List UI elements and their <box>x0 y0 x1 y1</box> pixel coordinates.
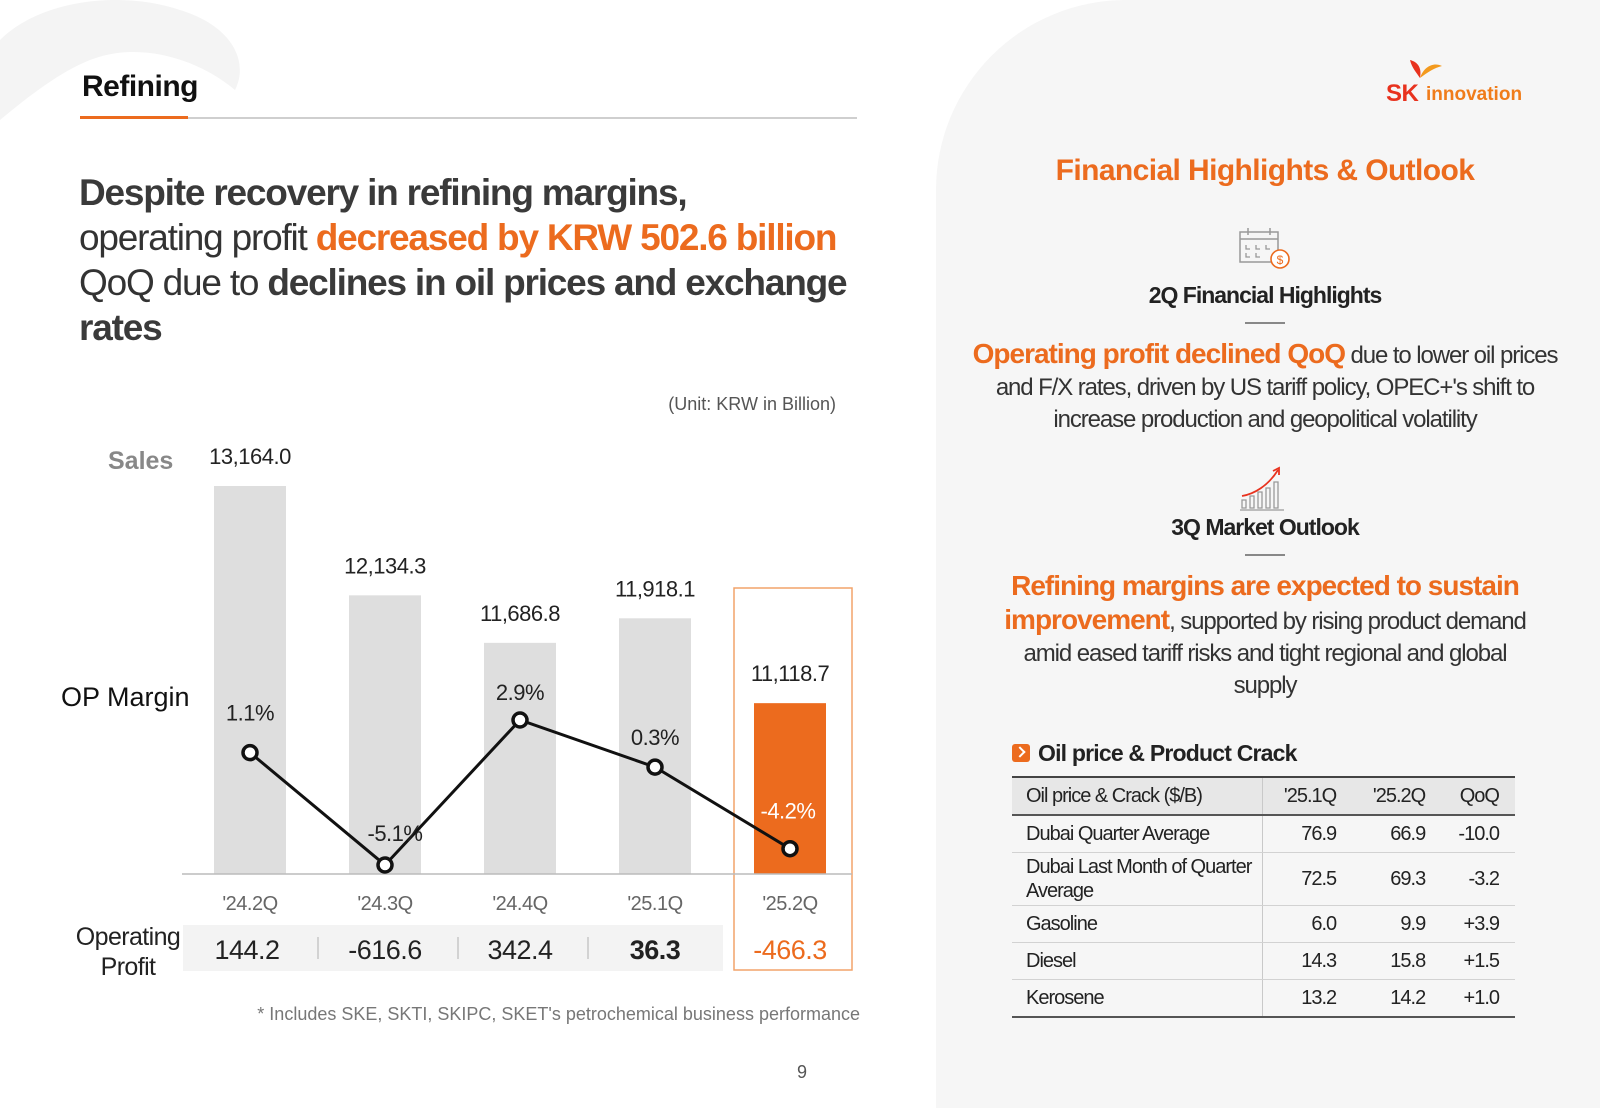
table-cell: -10.0 <box>1441 815 1515 853</box>
headline-part: QoQ due to <box>79 262 268 303</box>
sales-value-label: 13,164.0 <box>209 444 291 469</box>
logo-sk: SK <box>1386 80 1419 107</box>
table-cell: +3.9 <box>1441 905 1515 943</box>
outlook-text: Refining margins are expected to sustain… <box>995 570 1535 702</box>
op-margin-point <box>781 839 799 858</box>
table-cell: 72.5 <box>1262 852 1353 906</box>
logo-innovation: innovation <box>1426 84 1523 105</box>
right-panel-title: Financial Highlights & Outlook <box>1055 154 1475 187</box>
sales-value-label: 12,134.3 <box>344 553 426 578</box>
headline: Despite recovery in refining margins, op… <box>79 170 859 350</box>
op-margin-value-label: 0.3% <box>631 725 679 750</box>
op-margin-point <box>511 711 529 729</box>
footnote: * Includes SKE, SKTI, SKIPC, SKET's petr… <box>257 1004 860 1024</box>
table-title: Oil price & Product Crack <box>1038 740 1297 766</box>
butterfly-logo-icon <box>1410 60 1442 78</box>
page-number: 9 <box>796 1062 807 1082</box>
table-cell: 14.3 <box>1262 942 1353 980</box>
background-swoosh <box>0 0 240 120</box>
operating-profit-value: 144.2 <box>214 935 279 965</box>
table-cell: +1.0 <box>1441 979 1515 1018</box>
table-cell: 76.9 <box>1262 815 1353 853</box>
svg-text:$: $ <box>1277 253 1284 267</box>
highlights-title: 2Q Financial Highlights <box>1148 282 1383 308</box>
outlook-title: 3Q Market Outlook <box>1171 514 1359 540</box>
title-divider <box>80 117 857 119</box>
growth-chart-icon <box>1240 466 1284 511</box>
highlights-body: due to lower oil prices and F/X rates, d… <box>995 342 1559 433</box>
table-header: '25.2Q <box>1352 776 1442 816</box>
category-label: '24.2Q <box>222 893 277 915</box>
table-cell: 69.3 <box>1352 852 1442 906</box>
table-cell: +1.5 <box>1441 942 1515 980</box>
category-label: '24.4Q <box>492 893 547 915</box>
op-margin-value-label: -4.2% <box>761 799 816 824</box>
sales-label: Sales <box>108 447 174 475</box>
operating-profit-value: 36.3 <box>630 935 681 965</box>
sk-innovation-logo: SK innovation <box>1386 58 1526 108</box>
op-margin-value-label: 1.1% <box>226 701 274 726</box>
op-margin-point <box>241 743 259 762</box>
table-cell: 13.2 <box>1262 979 1353 1018</box>
table-cell: Diesel <box>1012 942 1263 980</box>
table-row: Gasoline 6.0 9.9 +3.9 <box>1012 905 1515 943</box>
sales-value-label: 11,918.1 <box>615 576 695 601</box>
category-label: '24.3Q <box>357 893 412 915</box>
highlights-emphasis: Operating profit declined QoQ <box>972 338 1346 369</box>
outlook-emphasis: Refining margins are expected to sustain… <box>1004 570 1520 635</box>
table-cell: Dubai Last Month of Quarter Average <box>1012 852 1263 906</box>
outlook-body: , supported by rising product demand ami… <box>1023 608 1527 699</box>
table-header: QoQ <box>1441 776 1515 816</box>
table-row: Dubai Quarter Average 76.9 66.9 -10.0 <box>1012 815 1515 853</box>
sales-value-label: 11,686.8 <box>480 601 560 626</box>
op-margin-value-label: 2.9% <box>496 680 544 705</box>
table-row: Diesel 14.3 15.8 +1.5 <box>1012 942 1515 980</box>
operating-profit-label: Operating Profit <box>75 923 181 981</box>
table-cell: 6.0 <box>1262 905 1353 943</box>
headline-part: declines in oil prices and exchange rate… <box>79 262 848 348</box>
sales-bar <box>214 486 286 874</box>
category-label: '25.2Q <box>762 893 817 915</box>
table-cell: 66.9 <box>1352 815 1442 853</box>
table-cell: 9.9 <box>1352 905 1442 943</box>
table-cell: -3.2 <box>1441 852 1515 906</box>
unit-note: (Unit: KRW in Billion) <box>668 394 836 414</box>
sales-bar <box>349 595 421 874</box>
sales-bar <box>484 642 556 874</box>
table-cell: Dubai Quarter Average <box>1012 815 1263 853</box>
table-row: Kerosene 13.2 14.2 +1.0 <box>1012 979 1515 1018</box>
op-margin-label: OP Margin <box>61 682 190 712</box>
operating-profit-value: -616.6 <box>348 935 422 965</box>
sales-value-label: 11,118.7 <box>751 661 830 686</box>
headline-part: operating profit <box>79 217 316 258</box>
title-divider-accent <box>80 116 188 119</box>
table-row: Dubai Last Month of Quarter Average 72.5… <box>1012 852 1515 906</box>
table-header: Oil price & Crack ($/B) <box>1012 776 1263 816</box>
highlight-frame <box>733 587 853 971</box>
highlights-text: Operating profit declined QoQ due to low… <box>965 338 1565 436</box>
table-cell: Kerosene <box>1012 979 1263 1018</box>
crack-table: Oil price & Crack ($/B) '25.1Q '25.2Q Qo… <box>1012 776 1515 1018</box>
outlook-divider <box>1245 554 1285 556</box>
chevron-right-icon <box>1012 744 1030 762</box>
table-cell: 14.2 <box>1352 979 1442 1018</box>
operating-profit-value: -466.3 <box>753 935 827 965</box>
calendar-dollar-icon: $ <box>1239 228 1290 269</box>
headline-highlight: decreased by KRW 502.6 billion <box>315 217 838 258</box>
operating-profit-value: 342.4 <box>487 935 553 965</box>
table-cell: Gasoline <box>1012 905 1263 943</box>
table-header: '25.1Q <box>1262 776 1353 816</box>
sales-bar <box>619 618 691 874</box>
op-margin-point <box>376 856 394 874</box>
operating-profit-band <box>183 925 723 971</box>
op-margin-point <box>646 758 664 776</box>
table-cell: 15.8 <box>1352 942 1442 980</box>
table-header-row: Oil price & Crack ($/B) '25.1Q '25.2Q Qo… <box>1012 776 1515 816</box>
section-title: Refining <box>82 70 199 103</box>
headline-part: Despite recovery in refining margins, <box>79 172 688 213</box>
sales-op-chart: 13,164.0 12,134.3 11,686.8 11,918.1 11,118.7… <box>182 444 853 971</box>
op-margin-value-label: -5.1% <box>368 821 423 846</box>
category-label: '25.1Q <box>627 893 682 915</box>
highlights-divider <box>1245 322 1285 324</box>
